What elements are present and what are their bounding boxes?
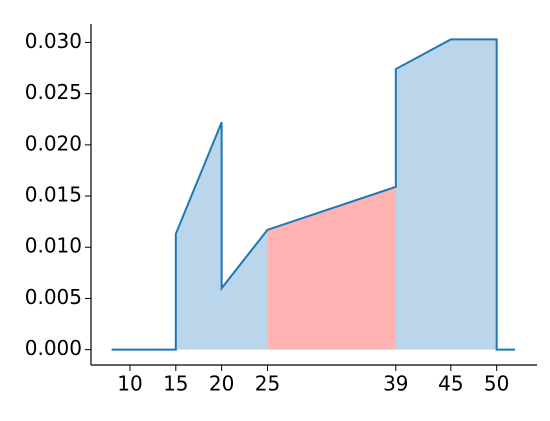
x-tick-label: 39 [383,372,408,396]
x-tick-label: 45 [438,372,463,396]
x-tick-label: 10 [117,372,142,396]
y-tick-label: 0.015 [25,183,82,207]
y-tick-label: 0.010 [25,234,82,258]
area-fill [111,39,515,350]
y-tick-label: 0.025 [25,80,82,104]
x-tick-label: 20 [209,372,234,396]
highlight-area [267,186,396,350]
y-tick-label: 0.005 [25,285,82,309]
x-tick-label: 25 [255,372,280,396]
y-tick-label: 0.030 [25,29,82,53]
y-tick-label: 0.000 [25,336,82,360]
x-tick-label: 15 [163,372,188,396]
x-tick-label: 50 [484,372,509,396]
y-tick-label: 0.020 [25,131,82,155]
density-line [111,38,515,351]
